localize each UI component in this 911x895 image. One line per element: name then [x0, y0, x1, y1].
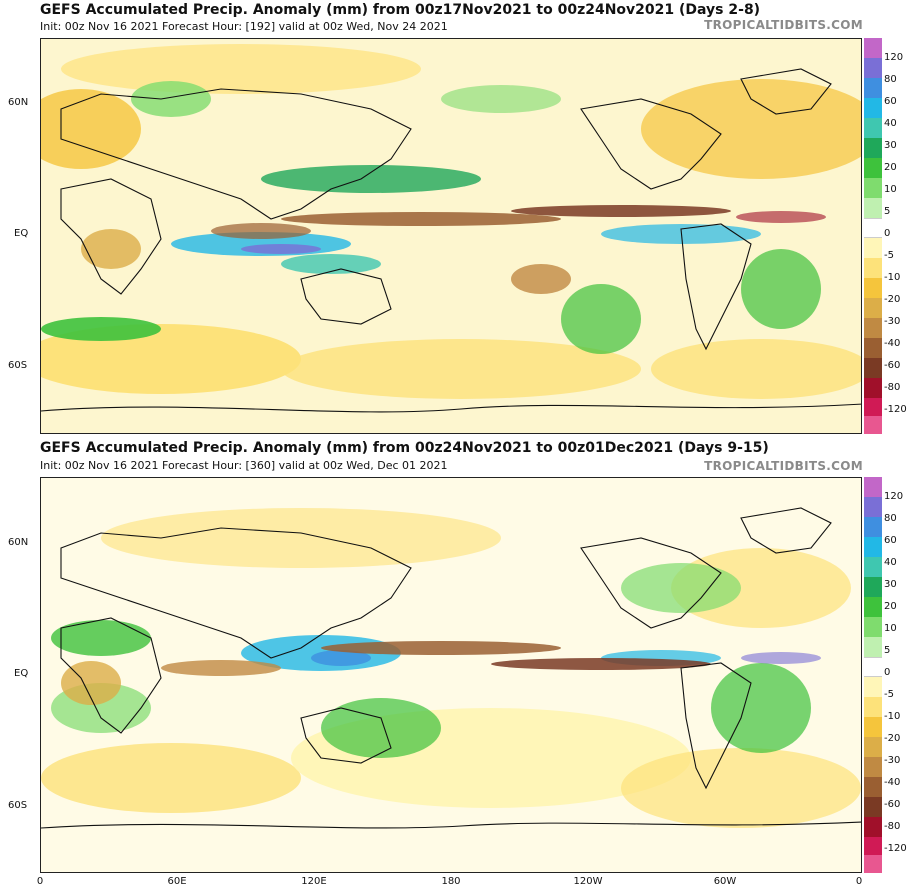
- colorbar-label: 0: [884, 228, 891, 239]
- panel1-subtitle: Init: 00z Nov 16 2021 Forecast Hour: [19…: [40, 20, 448, 33]
- lat-label-60n: 60N: [8, 97, 29, 108]
- colorbar-label: 20: [884, 162, 897, 173]
- panel1-title: GEFS Accumulated Precip. Anomaly (mm) fr…: [40, 2, 761, 18]
- colorbar-label: 5: [884, 206, 891, 217]
- colorbar-label: -40: [884, 338, 901, 349]
- colorbar-label: -120: [884, 843, 907, 854]
- site-watermark: TROPICALTIDBITS.COM: [704, 459, 863, 473]
- colorbar-label: -30: [884, 755, 901, 766]
- colorbar-label: 5: [884, 645, 891, 656]
- colorbar-label: -60: [884, 360, 901, 371]
- colorbar-label: -10: [884, 711, 901, 722]
- lat-label-eq: EQ: [14, 228, 29, 239]
- colorbar-label: 120: [884, 491, 904, 502]
- colorbar-label: 80: [884, 74, 897, 85]
- colorbar-label: -40: [884, 777, 901, 788]
- colorbar-label: -20: [884, 733, 901, 744]
- lon-label-120w: 120W: [573, 876, 603, 887]
- lon-label-60e: 60E: [167, 876, 187, 887]
- panel2-title: GEFS Accumulated Precip. Anomaly (mm) fr…: [40, 440, 769, 456]
- lon-label-0-right: 0: [855, 876, 863, 887]
- colorbar-label: 0: [884, 667, 891, 678]
- colorbar-label: 60: [884, 96, 897, 107]
- colorbar-label: -30: [884, 316, 901, 327]
- lat-label-60n: 60N: [8, 537, 29, 548]
- colorbar-label: -20: [884, 294, 901, 305]
- colorbar-label: 40: [884, 557, 897, 568]
- panel1-anomaly-field: [41, 39, 861, 433]
- panel2-subtitle: Init: 00z Nov 16 2021 Forecast Hour: [36…: [40, 459, 448, 472]
- colorbar-label: -5: [884, 250, 894, 261]
- site-watermark: TROPICALTIDBITS.COM: [704, 18, 863, 32]
- panel2-map: [40, 477, 862, 873]
- colorbar-label: 40: [884, 118, 897, 129]
- colorbar-label: 20: [884, 601, 897, 612]
- colorbar-label: 30: [884, 140, 897, 151]
- panel1-colorbar: [864, 38, 882, 434]
- colorbar-label: -10: [884, 272, 901, 283]
- colorbar-label: -5: [884, 689, 894, 700]
- colorbar-label: -80: [884, 821, 901, 832]
- colorbar-label: -80: [884, 382, 901, 393]
- lon-label-0: 0: [36, 876, 44, 887]
- colorbar-label: -60: [884, 799, 901, 810]
- colorbar-label: 80: [884, 513, 897, 524]
- colorbar-label: 10: [884, 184, 897, 195]
- lat-label-eq: EQ: [14, 668, 29, 679]
- colorbar-label: 60: [884, 535, 897, 546]
- panel1-map: [40, 38, 862, 434]
- colorbar-label: 30: [884, 579, 897, 590]
- panel2-anomaly-field: [41, 478, 861, 872]
- lat-label-60s: 60S: [8, 360, 28, 371]
- lon-label-60w: 60W: [713, 876, 737, 887]
- panel2-colorbar: [864, 477, 882, 873]
- colorbar-label: 120: [884, 52, 904, 63]
- lon-label-180: 180: [441, 876, 461, 887]
- colorbar-label: 10: [884, 623, 897, 634]
- lon-label-120e: 120E: [301, 876, 327, 887]
- colorbar-label: -120: [884, 404, 907, 415]
- lat-label-60s: 60S: [8, 800, 28, 811]
